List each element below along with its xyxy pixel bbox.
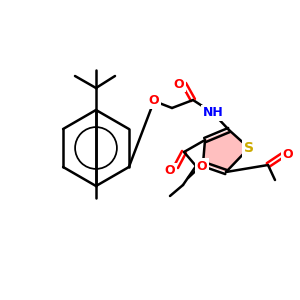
Text: O: O bbox=[174, 77, 184, 91]
Text: S: S bbox=[244, 141, 254, 155]
Text: O: O bbox=[283, 148, 293, 161]
Text: NH: NH bbox=[202, 106, 224, 119]
Text: O: O bbox=[197, 160, 207, 172]
Text: O: O bbox=[149, 94, 159, 107]
Text: O: O bbox=[165, 164, 175, 178]
Polygon shape bbox=[203, 130, 249, 172]
